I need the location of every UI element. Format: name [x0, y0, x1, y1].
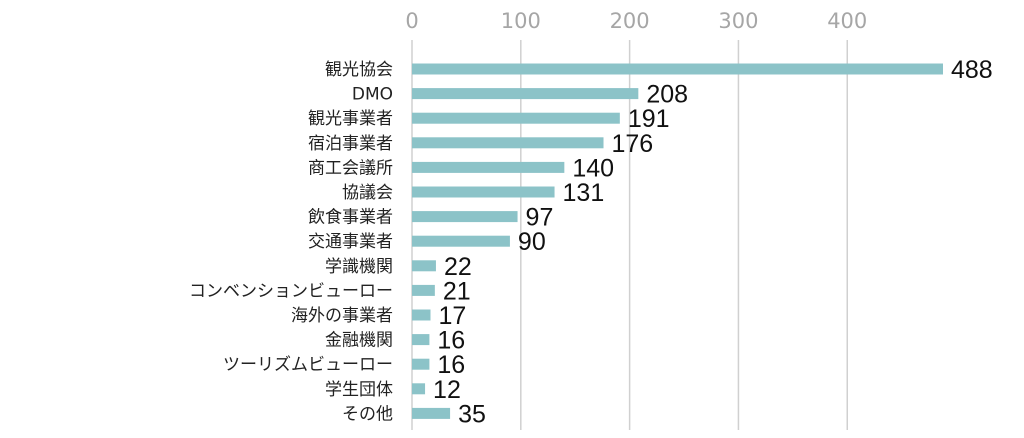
value-label: 21	[443, 277, 471, 305]
value-label: 208	[646, 81, 688, 109]
category-label: 商工会議所	[308, 158, 393, 178]
bar	[412, 284, 435, 296]
category-label: 飲食事業者	[308, 208, 393, 228]
category-label: DMO	[352, 85, 393, 105]
category-label: 観光事業者	[308, 109, 393, 129]
value-label: 97	[526, 204, 554, 232]
bar	[412, 137, 604, 149]
value-label: 90	[518, 228, 546, 256]
value-label: 16	[437, 327, 465, 355]
value-label: 131	[563, 179, 605, 207]
bar	[412, 211, 518, 223]
x-tick-label: 200	[610, 9, 650, 33]
bar	[412, 407, 451, 419]
bar	[412, 88, 639, 100]
value-label: 140	[572, 154, 614, 182]
bar	[412, 63, 943, 75]
bars	[412, 63, 943, 419]
bar	[412, 309, 431, 321]
bar	[412, 235, 510, 247]
value-label: 22	[444, 253, 472, 281]
category-label: 金融機関	[325, 331, 393, 351]
category-label: 交通事業者	[308, 232, 393, 252]
value-label: 176	[612, 130, 654, 158]
category-label: 協議会	[342, 183, 393, 203]
category-label: 学識機関	[325, 257, 393, 277]
bar	[412, 358, 430, 370]
category-label: その他	[342, 404, 393, 424]
bar	[412, 186, 555, 198]
bar	[412, 112, 620, 124]
x-tick-label: 400	[827, 9, 867, 33]
bar	[412, 161, 565, 173]
bar	[412, 383, 426, 395]
x-axis-ticks: 0 100 200 300 400	[405, 9, 867, 33]
category-labels: 観光協会 DMO 観光事業者宿泊事業者商工会議所協議会飲食事業者交通事業者学識機関コ…	[189, 60, 393, 424]
value-label: 488	[951, 56, 993, 84]
category-label: コンベンションビューロー	[189, 281, 393, 301]
bar	[412, 260, 436, 272]
category-label: 宿泊事業者	[308, 134, 393, 154]
value-label: 16	[437, 351, 465, 379]
value-label: 17	[438, 302, 466, 330]
category-label: 学生団体	[325, 380, 393, 400]
bar	[412, 334, 430, 346]
x-tick-label: 0	[405, 9, 418, 33]
category-label: 海外の事業者	[291, 306, 393, 326]
value-label: 191	[628, 105, 670, 133]
category-label: ツーリズムビューロー	[223, 355, 393, 375]
x-tick-label: 100	[501, 9, 541, 33]
value-label: 35	[458, 400, 486, 428]
value-label: 12	[433, 376, 461, 404]
x-tick-label: 300	[718, 9, 758, 33]
category-label: 観光協会	[325, 60, 393, 80]
